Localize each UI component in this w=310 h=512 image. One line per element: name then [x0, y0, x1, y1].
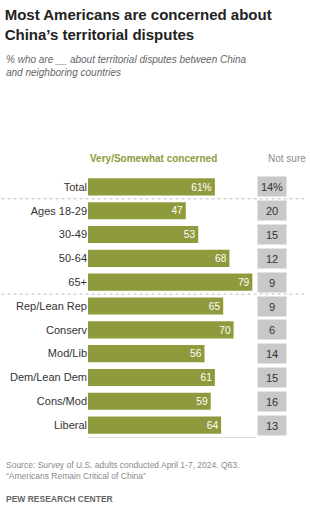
svg-text:Source: Survey of U.S. adults: Source: Survey of U.S. adults conducted … — [6, 460, 239, 481]
svg-text:9: 9 — [269, 301, 275, 313]
svg-text:Most Americans are concerned a: Most Americans are concerned aboutChina’… — [5, 6, 272, 43]
svg-text:47: 47 — [171, 205, 183, 216]
svg-text:Cons/Mod: Cons/Mod — [37, 395, 87, 407]
svg-text:50-64: 50-64 — [59, 252, 87, 264]
svg-text:56: 56 — [190, 348, 202, 359]
svg-text:13: 13 — [266, 420, 278, 432]
svg-text:16: 16 — [266, 396, 278, 408]
svg-text:15: 15 — [266, 372, 278, 384]
svg-text:65+: 65+ — [68, 276, 87, 288]
svg-text:14: 14 — [266, 348, 278, 360]
svg-text:6: 6 — [269, 324, 275, 336]
svg-text:PEW RESEARCH CENTER: PEW RESEARCH CENTER — [6, 494, 113, 504]
svg-text:Conserv: Conserv — [46, 324, 87, 336]
svg-text:Mod/Lib: Mod/Lib — [48, 347, 87, 359]
svg-text:Not sure: Not sure — [268, 153, 306, 164]
svg-text:9: 9 — [269, 277, 275, 289]
svg-text:14%: 14% — [261, 181, 283, 193]
svg-text:12: 12 — [266, 253, 278, 265]
svg-text:Liberal: Liberal — [54, 419, 87, 431]
svg-text:30-49: 30-49 — [59, 228, 87, 240]
svg-text:Very/Somewhat concerned: Very/Somewhat concerned — [90, 153, 217, 164]
svg-text:53: 53 — [184, 229, 196, 240]
svg-text:79: 79 — [238, 277, 250, 288]
svg-text:20: 20 — [266, 205, 278, 217]
svg-text:64: 64 — [207, 420, 219, 431]
svg-text:61: 61 — [201, 372, 213, 383]
svg-text:Ages 18-29: Ages 18-29 — [31, 205, 87, 217]
svg-text:Dem/Lean Dem: Dem/Lean Dem — [10, 371, 87, 383]
svg-text:% who are __ about territorial: % who are __ about territorial disputes … — [6, 54, 247, 78]
svg-text:70: 70 — [219, 325, 231, 336]
svg-text:Total: Total — [64, 181, 87, 193]
svg-text:65: 65 — [209, 301, 221, 312]
svg-text:Rep/Lean Rep: Rep/Lean Rep — [16, 300, 87, 312]
svg-text:15: 15 — [266, 229, 278, 241]
svg-text:59: 59 — [196, 396, 208, 407]
svg-text:61%: 61% — [191, 182, 211, 193]
svg-text:68: 68 — [215, 253, 227, 264]
